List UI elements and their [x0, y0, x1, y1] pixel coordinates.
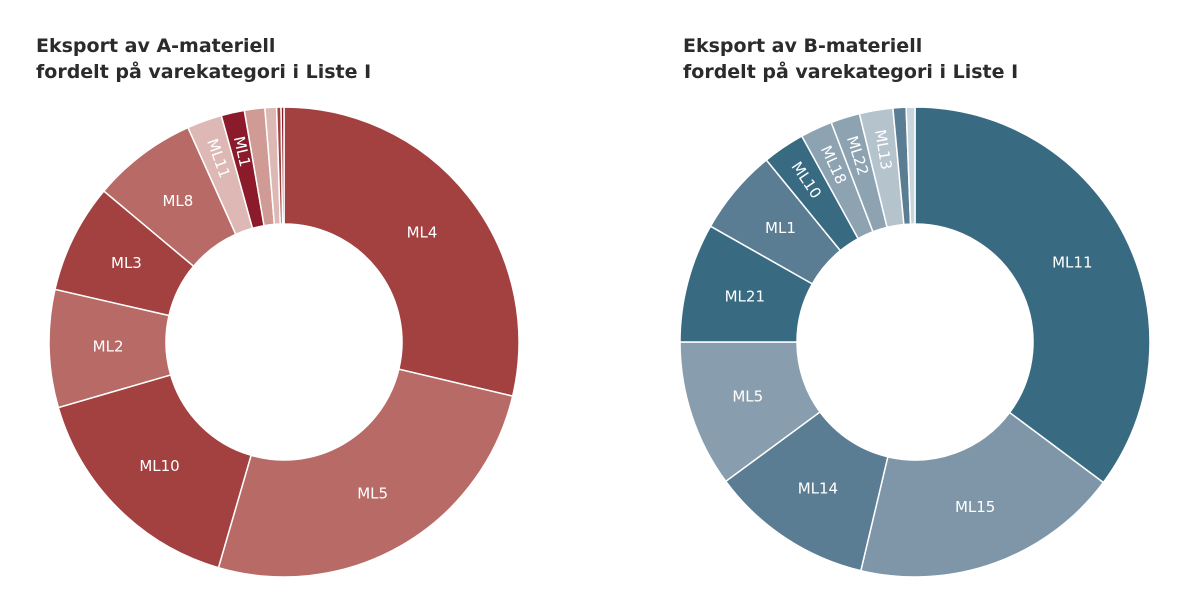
slice-label: ML10	[139, 457, 179, 475]
slice-label: ML5	[732, 387, 763, 405]
donut-slice	[57, 373, 253, 569]
chart-title: fordelt på varekategori i Liste I	[683, 59, 1018, 83]
slice-label: ML5	[357, 485, 388, 503]
slice-label: ML11	[1052, 254, 1092, 272]
slice-label: ML15	[955, 498, 995, 516]
slice-label: ML3	[111, 254, 142, 272]
donut-slice	[859, 411, 1105, 578]
slice-label: ML21	[725, 288, 765, 306]
donut-slice	[914, 106, 1151, 484]
slice-label: ML14	[798, 479, 838, 497]
donut-slice	[280, 106, 285, 225]
donut-slice	[283, 106, 520, 398]
slice-label: ML2	[93, 337, 124, 355]
donut-slice	[217, 368, 514, 578]
chart-title: Eksport av B-materiell	[683, 35, 922, 57]
chart-title: fordelt på varekategori i Liste I	[36, 59, 371, 83]
slice-label: ML4	[407, 223, 438, 241]
slice-label: ML8	[162, 192, 193, 210]
chart-title: Eksport av A-materiell	[36, 35, 275, 57]
donut-slice	[905, 106, 916, 225]
slice-label: ML1	[765, 219, 796, 237]
